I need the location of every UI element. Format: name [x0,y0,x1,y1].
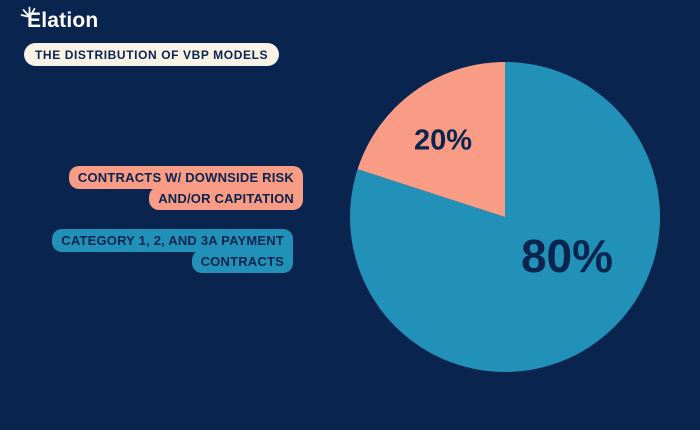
pie-slice-20 [357,62,505,217]
callout-category-line2: CONTRACTS [191,250,293,273]
callout-downside-line1: CONTRACTS W/ DOWNSIDE RISK [68,166,303,189]
sparkle-rays-icon [20,3,38,27]
pie-svg [350,62,660,372]
elation-logo: Elation [20,6,99,33]
pie-label-majority: 80% [520,230,614,282]
callout-category-line1: CATEGORY 1, 2, AND 3A PAYMENT [52,229,293,252]
pie-slice-80 [350,62,660,372]
pie-chart: 80% 20% [350,62,660,372]
logo-wordmark: Elation [27,9,99,32]
chart-title-badge: THE DISTRIBUTION OF VBP MODELS [24,43,280,66]
callout-downside-line2: AND/OR CAPITATION [149,187,303,210]
pie-label-minority: 20% [413,124,473,157]
callout-downside-risk: CONTRACTS W/ DOWNSIDE RISK AND/OR CAPITA… [68,166,303,210]
callout-category-contracts: CATEGORY 1, 2, AND 3A PAYMENT CONTRACTS [52,229,293,273]
